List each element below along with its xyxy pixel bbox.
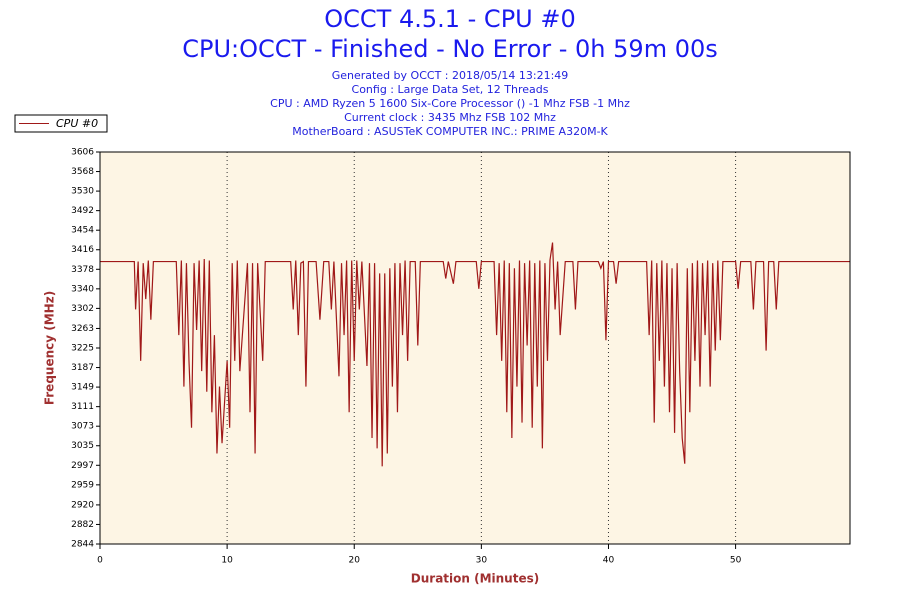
y-tick-label: 3568	[71, 167, 94, 177]
plot-area	[100, 152, 850, 544]
y-tick-label: 3340	[71, 284, 94, 294]
data-line	[100, 242, 850, 467]
x-tick-label: 40	[603, 556, 615, 566]
y-axis-label: Frequency (MHz)	[43, 291, 57, 405]
info-line: Generated by OCCT : 2018/05/14 13:21:49	[332, 69, 569, 82]
y-tick-label: 2920	[71, 500, 94, 510]
y-tick-label: 3187	[71, 363, 94, 373]
chart-title: OCCT 4.5.1 - CPU #0	[324, 5, 575, 33]
y-tick-label: 3111	[71, 402, 94, 412]
y-tick-label: 3149	[71, 383, 94, 393]
plot-frame	[99, 151, 851, 545]
y-tick-label: 3302	[71, 304, 94, 314]
y-tick-label: 3530	[71, 187, 94, 197]
info-line: Current clock : 3435 Mhz FSB 102 Mhz	[344, 111, 556, 124]
info-line: CPU : AMD Ryzen 5 1600 Six-Core Processo…	[270, 97, 630, 110]
y-tick-label: 2959	[71, 480, 94, 490]
info-line: Config : Large Data Set, 12 Threads	[352, 83, 549, 96]
x-tick-label: 20	[349, 556, 361, 566]
info-line: MotherBoard : ASUSTeK COMPUTER INC.: PRI…	[292, 125, 608, 138]
x-tick-label: 10	[221, 556, 233, 566]
y-tick-label: 3378	[71, 265, 94, 275]
x-tick-label: 30	[476, 556, 488, 566]
y-tick-label: 2882	[71, 520, 94, 530]
y-tick-label: 2997	[71, 461, 94, 471]
x-tick-label: 0	[97, 556, 103, 566]
legend-label: CPU #0	[56, 117, 98, 130]
legend-box	[14, 114, 108, 133]
y-tick-label: 3416	[71, 245, 94, 255]
x-axis-label: Duration (Minutes)	[411, 572, 539, 586]
chart-subtitle: CPU:OCCT - Finished - No Error - 0h 59m …	[182, 35, 718, 63]
y-tick-label: 3225	[71, 344, 94, 354]
y-tick-label: 3073	[71, 422, 94, 432]
y-tick-label: 3606	[71, 148, 94, 158]
y-tick-label: 3035	[71, 441, 94, 451]
y-tick-label: 2844	[71, 540, 94, 550]
y-tick-label: 3263	[71, 324, 94, 334]
x-tick-label: 50	[730, 556, 742, 566]
y-tick-label: 3492	[71, 206, 94, 216]
y-tick-label: 3454	[71, 226, 94, 236]
